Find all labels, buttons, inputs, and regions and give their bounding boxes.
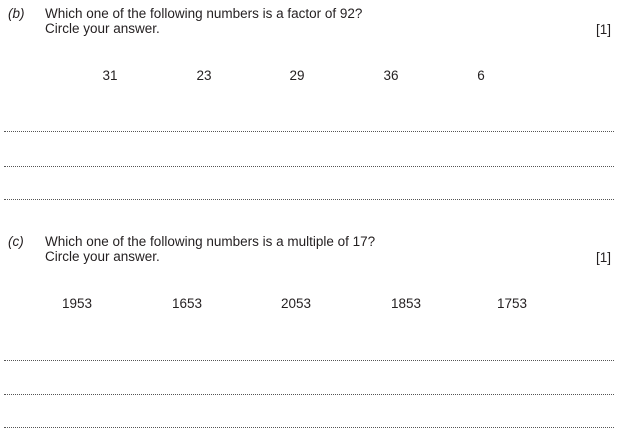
marks-indicator: [1] (595, 22, 611, 37)
answer-option[interactable]: 6 (477, 68, 485, 83)
answer-option[interactable]: 23 (196, 68, 212, 83)
question-b: (b) Which one of the following numbers i… (0, 6, 617, 200)
answer-line[interactable] (4, 199, 614, 200)
answer-option[interactable]: 29 (289, 68, 305, 83)
answer-option[interactable]: 1853 (390, 296, 422, 311)
question-label: (b) (8, 6, 25, 21)
question-label: (c) (8, 234, 24, 249)
answer-line[interactable] (4, 394, 614, 395)
question-prompt: Which one of the following numbers is a … (45, 6, 363, 21)
answer-option[interactable]: 36 (383, 68, 399, 83)
question-prompt: Which one of the following numbers is a … (45, 234, 376, 249)
question-instruction: Circle your answer. (45, 21, 160, 36)
answer-line[interactable] (4, 360, 614, 361)
question-text: Which one of the following numbers is a … (45, 6, 362, 36)
answer-option[interactable]: 1653 (171, 296, 203, 311)
question-c: (c) Which one of the following numbers i… (0, 228, 617, 440)
answer-line[interactable] (4, 166, 614, 167)
answer-line[interactable] (4, 427, 614, 428)
answer-option[interactable]: 1753 (496, 296, 528, 311)
marks-indicator: [1] (595, 250, 611, 265)
answer-option[interactable]: 2053 (280, 296, 312, 311)
question-instruction: Circle your answer. (45, 249, 160, 264)
answer-options: 1953 1653 2053 1853 1753 (0, 296, 617, 314)
answer-options: 31 23 29 36 6 (0, 68, 617, 86)
answer-option[interactable]: 1953 (61, 296, 93, 311)
answer-option[interactable]: 31 (102, 68, 118, 83)
question-text: Which one of the following numbers is a … (45, 234, 375, 264)
answer-line[interactable] (4, 131, 614, 132)
